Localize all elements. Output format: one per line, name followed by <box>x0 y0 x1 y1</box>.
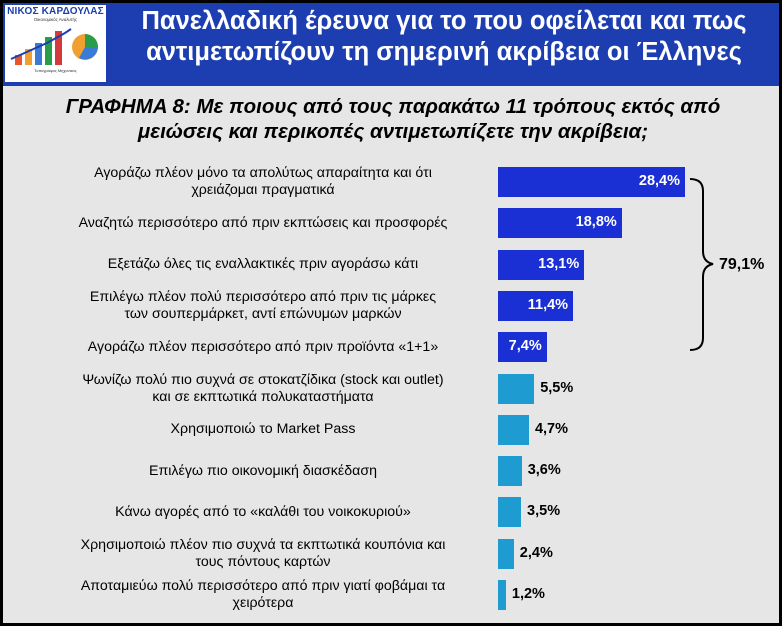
bar <box>498 249 585 280</box>
data-label: 1,2% <box>511 586 545 602</box>
data-label: 4,7% <box>534 420 568 437</box>
page-title: Πανελλαδική έρευνα για το που οφείλεται … <box>112 6 776 68</box>
page-title-line-1: Πανελλαδική έρευνα για το που οφείλεται … <box>141 7 747 35</box>
category-label: Αγοράζω πλέον περισσότερο από πριν προϊό… <box>33 339 493 356</box>
category-label-line: Ψωνίζω πολύ πιο συχνά σε στοκατζίδικα (s… <box>82 371 444 388</box>
chart-frame <box>3 3 779 623</box>
category-label-line: Επιλέγω πιο οικονομική διασκέδαση <box>149 462 377 479</box>
data-label: 7,4% <box>508 338 542 355</box>
logo-subtitle: Οικονομικός Αναλυτής <box>33 17 78 22</box>
chart-title: ΓΡΑΦΗΜΑ 8: Με ποιους από τους παρακάτω 1… <box>10 94 776 144</box>
bar <box>498 414 529 445</box>
category-label: Επιλέγω πλέον πολύ περισσότερο από πριν … <box>33 289 493 323</box>
category-label-line: Αναζητώ περισσότερο από πριν εκπτώσεις κ… <box>78 214 448 231</box>
logo-name: ΝΙΚΟΣ ΚΑΡΔΟΥΛΑΣ <box>7 6 104 17</box>
bracket-total-label: 79,1% <box>719 256 765 273</box>
bar <box>498 290 574 321</box>
category-label: Αποταμιεύω πολύ περισσότερο από πριν για… <box>33 578 493 612</box>
data-label: 11,4% <box>527 296 569 313</box>
bar <box>498 497 522 528</box>
data-label: 13,1% <box>538 255 580 272</box>
category-label: Κάνω αγορές από το «καλάθι του νοικοκυρι… <box>33 504 493 521</box>
chart-title-line-2: μειώσεις και περικοπές αντιμετωπίζετε τη… <box>137 120 649 143</box>
header-banner <box>3 3 779 86</box>
category-label-line: Χρησιμοποιώ πλέον πιο συχνά τα εκπτωτικά… <box>80 536 446 553</box>
category-label-line: Κάνω αγορές από το «καλάθι του νοικοκυρι… <box>115 503 411 520</box>
category-label: Ψωνίζω πολύ πιο συχνά σε στοκατζίδικα (s… <box>33 372 493 406</box>
data-label: 28,4% <box>638 173 680 189</box>
bar <box>498 580 506 610</box>
category-label-line: και σε εκπτωτικά πολυκαταστήματα <box>152 388 374 405</box>
category-label-line: Αποταμιεύω πολύ περισσότερο από πριν για… <box>80 578 446 594</box>
page-title-line-2: αντιμετωπίζουν τη σημερινή ακρίβεια οι Έ… <box>146 38 742 66</box>
category-label-line: χειρότερα <box>232 595 294 611</box>
bar <box>498 538 514 569</box>
category-label-line: των σουπερμάρκετ, αντί επώνυμων μαρκών <box>124 305 402 322</box>
bar <box>498 456 522 487</box>
data-label: 3,6% <box>527 462 561 479</box>
category-label: Χρησιμοποιώ το Market Pass <box>33 421 493 438</box>
data-label: 5,5% <box>540 379 574 396</box>
logo-footer: Τοπογράφος Μηχανικός <box>34 68 77 73</box>
category-label: Αγοράζω πλέον μόνο τα απολύτως απαραίτητ… <box>33 165 493 199</box>
category-label: Εξετάζω όλες τις εναλλακτικές πριν αγορά… <box>33 256 493 273</box>
logo: ΝΙΚΟΣ ΚΑΡΔΟΥΛΑΣ Οικονομικός Αναλυτής Τοπ… <box>5 5 106 82</box>
category-label: Επιλέγω πιο οικονομική διασκέδαση <box>33 463 493 480</box>
data-label: 18,8% <box>575 214 617 231</box>
category-label-line: Αγοράζω πλέον μόνο τα απολύτως απαραίτητ… <box>94 165 432 181</box>
bar <box>498 208 622 239</box>
logo-chart-graphic <box>10 28 98 65</box>
data-label: 3,5% <box>527 503 561 520</box>
chart-title-line-1: ΓΡΑΦΗΜΑ 8: Με ποιους από τους παρακάτω 1… <box>65 95 721 118</box>
category-label: Αναζητώ περισσότερο από πριν εκπτώσεις κ… <box>33 215 493 232</box>
category-label-line: χρειάζομαι πραγματικά <box>191 182 335 198</box>
category-label: Χρησιμοποιώ πλέον πιο συχνά τα εκπτωτικά… <box>33 537 493 571</box>
category-label-line: Χρησιμοποιώ το Market Pass <box>170 421 356 438</box>
data-label: 2,4% <box>519 544 553 561</box>
category-label-line: Επιλέγω πλέον πολύ περισσότερο από πριν … <box>89 288 437 305</box>
category-label-line: Αγοράζω πλέον περισσότερο από πριν προϊό… <box>87 338 439 355</box>
bar <box>498 373 535 404</box>
bar <box>498 167 685 197</box>
category-label-line: Εξετάζω όλες τις εναλλακτικές πριν αγορά… <box>107 256 419 273</box>
category-label-line: τους πόντους καρτών <box>195 553 331 570</box>
bar <box>498 332 547 363</box>
